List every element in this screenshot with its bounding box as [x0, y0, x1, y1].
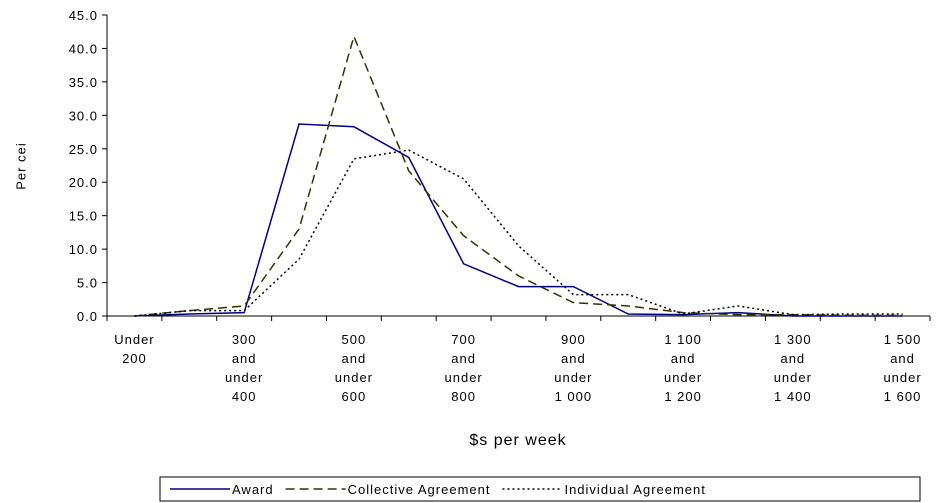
x-tick-label: 1 600	[884, 389, 922, 404]
x-tick-label: and	[561, 351, 586, 366]
x-tick-label: 900	[561, 332, 586, 347]
x-tick-label: 1 400	[774, 389, 812, 404]
legend-label: Collective Agreement	[348, 482, 491, 497]
x-tick-label: under	[883, 370, 921, 385]
x-tick-label: under	[774, 370, 812, 385]
legend-box	[159, 476, 921, 502]
x-tick-label: 600	[342, 389, 367, 404]
y-tick-label: 40.0	[69, 41, 98, 56]
y-tick-label: 15.0	[69, 209, 98, 224]
x-tick-label: 800	[451, 389, 476, 404]
series-line	[134, 149, 903, 317]
x-tick-label: under	[554, 370, 592, 385]
y-tick-label: 5.0	[77, 276, 98, 291]
x-tick-label: 1 100	[664, 332, 702, 347]
x-tick-label: 1 500	[884, 332, 922, 347]
legend-label: Individual Agreement	[564, 482, 705, 497]
x-axis-title: $s per week	[469, 432, 566, 449]
x-tick-label: 1 200	[664, 389, 702, 404]
x-tick-label: 400	[232, 389, 257, 404]
x-tick-label: under	[664, 370, 702, 385]
x-tick-label: under	[445, 370, 483, 385]
x-tick-label: and	[342, 351, 367, 366]
x-tick-label: and	[232, 351, 257, 366]
x-tick-label: and	[451, 351, 476, 366]
y-tick-label: 0.0	[77, 309, 98, 324]
x-tick-label: 200	[122, 351, 147, 366]
x-tick-label: 700	[451, 332, 476, 347]
x-tick-label: and	[780, 351, 805, 366]
x-tick-label: 1 000	[555, 389, 593, 404]
x-tick-label: 1 300	[774, 332, 812, 347]
y-tick-label: 35.0	[69, 75, 98, 90]
x-tick-label: 500	[342, 332, 367, 347]
x-tick-label: and	[671, 351, 696, 366]
x-tick-label: Under	[114, 332, 154, 347]
series-line	[134, 123, 903, 317]
y-tick-label: 45.0	[69, 8, 98, 23]
y-tick-label: 25.0	[69, 142, 98, 157]
x-tick-label: under	[225, 370, 263, 385]
y-tick-label: 30.0	[69, 108, 98, 123]
y-axis-title: Per cei	[13, 142, 28, 189]
x-tick-label: under	[335, 370, 373, 385]
y-tick-label: 20.0	[69, 175, 98, 190]
series-line	[134, 34, 903, 317]
x-tick-label: 300	[232, 332, 257, 347]
x-tick-label: and	[890, 351, 915, 366]
legend-label: Award	[232, 482, 274, 497]
y-tick-label: 10.0	[69, 242, 98, 257]
